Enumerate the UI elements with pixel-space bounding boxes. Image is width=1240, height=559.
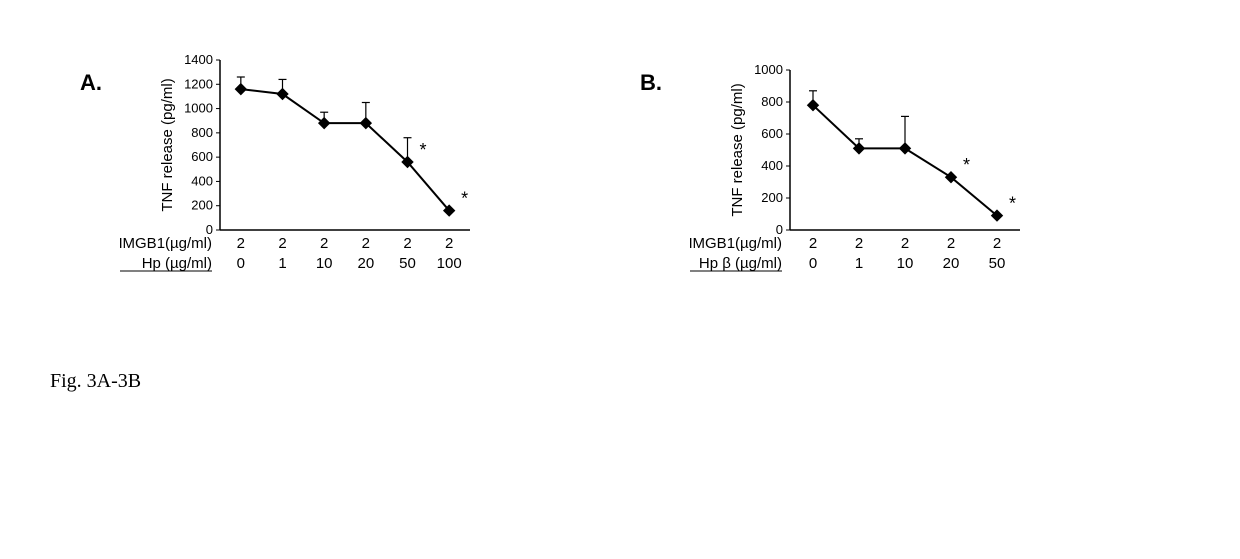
xtable-cell: 2 — [855, 235, 863, 252]
xtable-row-label: HMGB1(µg/ml) — [120, 235, 212, 252]
ytick-label: 1200 — [184, 76, 213, 91]
chart-b: 0 200 400 600 800 1000 TNF release (pg/ml) * * HM… — [690, 40, 1070, 340]
xtable-cell: 2 — [947, 235, 955, 252]
ytick-label: 200 — [761, 190, 783, 205]
panel-a-label: A. — [80, 70, 102, 96]
xtable-cell: 2 — [901, 235, 909, 252]
significance-star: * — [963, 155, 970, 175]
xtable-row-label: Hp (µg/ml) — [142, 255, 212, 272]
xtable-cell: 0 — [809, 255, 817, 272]
xtable-cell: 1 — [855, 255, 863, 272]
significance-star: * — [461, 189, 468, 209]
data-marker — [235, 84, 246, 95]
data-line — [241, 89, 449, 210]
data-marker — [900, 143, 911, 154]
xtable-cell: 2 — [320, 235, 328, 252]
ytick-label: 1000 — [754, 62, 783, 77]
ytick-label: 1400 — [184, 52, 213, 67]
xtable-cell: 50 — [399, 255, 416, 272]
xtable-cell: 10 — [316, 255, 333, 272]
ytick-label: 200 — [191, 198, 213, 213]
significance-star: * — [1009, 194, 1016, 214]
y-axis-label: TNF release (pg/ml) — [159, 78, 176, 211]
ytick-label: 600 — [191, 149, 213, 164]
xtable-cell: 2 — [403, 235, 411, 252]
chart-a: 0 200 400 600 800 1000 1200 1400 TNF release (pg… — [120, 40, 510, 340]
xtable-cell: 2 — [237, 235, 245, 252]
ytick-label: 800 — [761, 94, 783, 109]
xtable-cell: 2 — [278, 235, 286, 252]
figure-caption: Fig. 3A-3B — [50, 370, 141, 393]
xtable-cell: 0 — [237, 255, 245, 272]
xtable-cell: 2 — [445, 235, 453, 252]
xtable-cell: 100 — [437, 255, 462, 272]
significance-star: * — [420, 140, 427, 160]
y-axis-label: TNF release (pg/ml) — [729, 83, 746, 216]
xtable-cell: 20 — [357, 255, 374, 272]
xtable-cell: 2 — [993, 235, 1001, 252]
ytick-label: 1000 — [184, 101, 213, 116]
panel-b-label: B. — [640, 70, 662, 96]
xtable-cell: 2 — [362, 235, 370, 252]
xtable-row-label: Hp β (µg/ml) — [699, 255, 782, 272]
ytick-label: 400 — [761, 158, 783, 173]
xtable-row-label: HMGB1(µg/ml) — [690, 235, 782, 252]
xtable-cell: 1 — [278, 255, 286, 272]
xtable-cell: 50 — [989, 255, 1006, 272]
ytick-label: 400 — [191, 173, 213, 188]
ytick-label: 600 — [761, 126, 783, 141]
ytick-label: 800 — [191, 125, 213, 140]
xtable-cell: 10 — [897, 255, 914, 272]
xtable-cell: 2 — [809, 235, 817, 252]
xtable-cell: 20 — [943, 255, 960, 272]
